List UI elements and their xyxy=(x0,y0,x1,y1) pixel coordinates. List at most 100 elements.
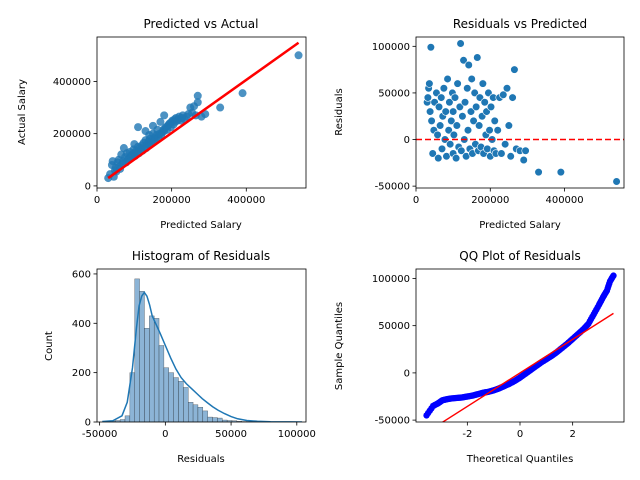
data-point xyxy=(452,154,461,163)
data-point xyxy=(475,121,484,130)
y-tick-label: 0 xyxy=(85,418,91,429)
data-point xyxy=(453,79,462,88)
panel-title: Histogram of Residuals xyxy=(132,249,270,263)
plot-frame xyxy=(415,268,625,423)
histogram-bar xyxy=(173,377,179,422)
data-point xyxy=(612,177,621,186)
histogram-bar xyxy=(212,417,218,422)
data-layer xyxy=(104,41,303,183)
y-axis-label: Residuals xyxy=(334,88,345,135)
y-tick-label: 50000 xyxy=(378,88,410,99)
data-point xyxy=(201,110,210,119)
plot-frame xyxy=(415,36,625,189)
kde-curve xyxy=(102,291,303,422)
data-point xyxy=(160,111,169,120)
panel-title: Residuals vs Predicted xyxy=(453,17,587,31)
y-tick-label: 0 xyxy=(85,181,91,192)
data-point xyxy=(449,107,458,116)
x-tick-label: -2 xyxy=(462,429,472,440)
y-tick-label: 50000 xyxy=(378,321,410,332)
x-axis-label: Theoretical Quantiles xyxy=(466,454,574,465)
histogram-bar xyxy=(124,415,131,422)
x-tick-label: 0 xyxy=(517,429,523,440)
data-point xyxy=(506,152,515,161)
data-point xyxy=(425,79,434,88)
x-tick-label: 0 xyxy=(94,195,100,206)
panel-predicted-vs-actual: Predicted vs Actual Predicted Salary Act… xyxy=(17,17,307,231)
histogram-bar xyxy=(149,315,155,422)
y-axis-label: Sample Quantiles xyxy=(334,302,345,390)
data-point xyxy=(450,93,460,102)
histogram-bar xyxy=(168,372,174,422)
data-point xyxy=(521,146,530,155)
data-point xyxy=(466,107,476,116)
data-layer xyxy=(102,278,303,422)
data-point xyxy=(455,102,464,112)
y-tick-label: 0 xyxy=(404,135,410,146)
data-point xyxy=(445,98,454,107)
quantile-point xyxy=(610,272,617,279)
data-point xyxy=(437,93,446,102)
data-point xyxy=(478,79,487,88)
data-layer xyxy=(423,272,617,422)
histogram-bar xyxy=(153,318,160,422)
data-point xyxy=(156,117,165,126)
y-tick-label: -50000 xyxy=(375,182,410,193)
x-axis-label: Residuals xyxy=(177,454,224,465)
data-point xyxy=(193,98,202,107)
data-point xyxy=(423,93,432,102)
data-point xyxy=(510,65,519,74)
data-point xyxy=(433,130,442,139)
y-tick-label: 400000 xyxy=(53,77,91,88)
data-point xyxy=(446,140,455,149)
data-point xyxy=(459,56,468,65)
data-point xyxy=(436,121,445,130)
data-point xyxy=(434,154,443,163)
histogram-bar xyxy=(192,404,199,422)
plot-frame xyxy=(96,268,307,423)
y-tick-label: -50000 xyxy=(375,416,410,427)
histogram-bar xyxy=(188,402,194,422)
panel-title: Predicted vs Actual xyxy=(144,17,259,31)
data-point xyxy=(441,107,450,116)
data-point xyxy=(519,155,528,165)
data-point xyxy=(483,144,492,153)
histogram-bar xyxy=(207,416,213,422)
histogram-bar xyxy=(144,328,150,422)
data-point xyxy=(464,60,473,70)
data-point xyxy=(508,93,517,102)
panel-title: QQ Plot of Residuals xyxy=(459,249,580,263)
reference-line xyxy=(441,312,614,422)
data-point xyxy=(490,116,499,125)
histogram-bar xyxy=(158,345,165,422)
y-axis-label: Actual Salary xyxy=(17,79,28,145)
data-point xyxy=(434,102,444,112)
data-point xyxy=(428,149,437,158)
histogram-bar xyxy=(139,291,145,422)
data-point xyxy=(473,53,482,62)
data-point xyxy=(294,51,303,60)
data-point xyxy=(426,107,435,116)
y-tick-label: 200000 xyxy=(53,129,91,140)
data-point xyxy=(470,88,479,98)
data-point xyxy=(501,140,510,149)
histogram-bar xyxy=(217,417,223,422)
data-point xyxy=(556,168,565,177)
y-axis-label: Count xyxy=(44,331,55,361)
data-point xyxy=(504,121,513,130)
data-point xyxy=(486,102,496,112)
data-point xyxy=(193,91,202,100)
regression-line xyxy=(107,41,300,180)
x-tick-label: 0 xyxy=(162,429,168,440)
y-tick-label: 100000 xyxy=(372,274,410,285)
x-tick-label: 50000 xyxy=(215,429,247,440)
x-tick-label: 400000 xyxy=(227,195,265,206)
data-point xyxy=(456,39,465,48)
x-tick-label: 200000 xyxy=(153,195,191,206)
data-point xyxy=(472,102,481,112)
data-layer xyxy=(416,39,624,186)
panel-qq-plot-of-residuals: QQ Plot of Residuals Theoretical Quantil… xyxy=(334,249,625,465)
data-point xyxy=(502,84,512,93)
data-point xyxy=(134,123,143,132)
data-point xyxy=(458,112,467,121)
